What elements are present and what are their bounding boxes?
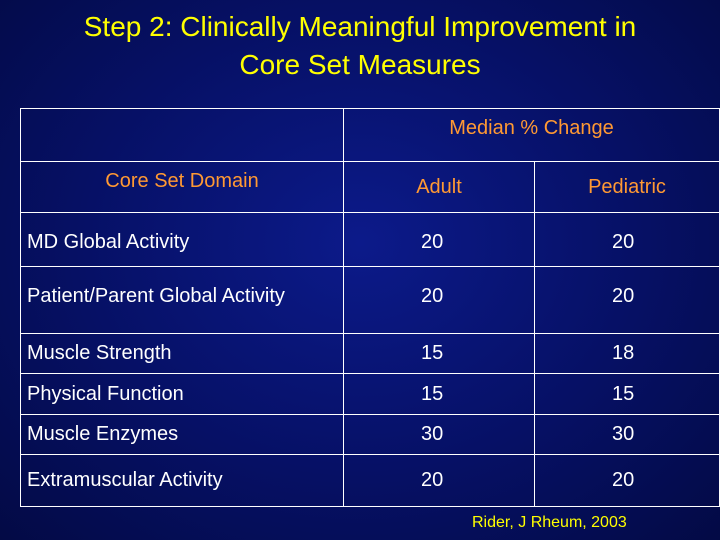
domain-cell: MD Global Activity bbox=[20, 212, 344, 267]
domain-cell: Muscle Strength bbox=[20, 333, 344, 374]
adult-value-cell: 20 bbox=[343, 212, 535, 267]
empty-header-cell bbox=[20, 108, 344, 162]
adult-value-cell: 20 bbox=[343, 454, 535, 507]
table-row: Patient/Parent Global Activity 20 20 bbox=[20, 266, 720, 334]
table-row: Extramuscular Activity 20 20 bbox=[20, 454, 720, 507]
domain-cell: Physical Function bbox=[20, 373, 344, 415]
adult-value-cell: 30 bbox=[343, 414, 535, 455]
table-row: Muscle Enzymes 30 30 bbox=[20, 414, 720, 455]
median-change-header: Median % Change bbox=[343, 108, 720, 162]
pediatric-value-cell: 20 bbox=[534, 212, 720, 267]
domain-cell: Patient/Parent Global Activity bbox=[20, 266, 344, 334]
adult-header: Adult bbox=[343, 161, 535, 213]
core-set-domain-header: Core Set Domain bbox=[20, 161, 344, 213]
pediatric-value-cell: 20 bbox=[534, 266, 720, 334]
adult-value-cell: 20 bbox=[343, 266, 535, 334]
pediatric-value-cell: 18 bbox=[534, 333, 720, 374]
table-row: Physical Function 15 15 bbox=[20, 373, 720, 415]
core-set-table: Median % Change Core Set Domain Adult Pe… bbox=[20, 108, 720, 507]
table-header-row-2: Core Set Domain Adult Pediatric bbox=[20, 161, 720, 213]
table-row: MD Global Activity 20 20 bbox=[20, 212, 720, 267]
pediatric-value-cell: 30 bbox=[534, 414, 720, 455]
adult-value-cell: 15 bbox=[343, 373, 535, 415]
citation: Rider, J Rheum, 2003 bbox=[472, 514, 627, 531]
pediatric-value-cell: 20 bbox=[534, 454, 720, 507]
title-line-1: Step 2: Clinically Meaningful Improvemen… bbox=[83, 11, 637, 42]
table-header-row-1: Median % Change bbox=[20, 108, 720, 162]
pediatric-value-cell: 15 bbox=[534, 373, 720, 415]
slide-title: Step 2: Clinically Meaningful Improvemen… bbox=[0, 8, 720, 84]
domain-cell: Muscle Enzymes bbox=[20, 414, 344, 455]
adult-value-cell: 15 bbox=[343, 333, 535, 374]
domain-cell: Extramuscular Activity bbox=[20, 454, 344, 507]
table-row: Muscle Strength 15 18 bbox=[20, 333, 720, 374]
pediatric-header: Pediatric bbox=[534, 161, 720, 213]
title-line-2: Core Set Measures bbox=[239, 49, 481, 80]
